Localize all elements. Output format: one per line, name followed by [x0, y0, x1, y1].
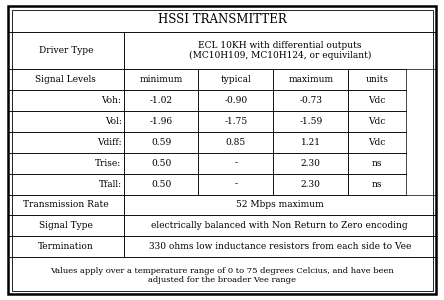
Text: Signal Type: Signal Type — [39, 221, 93, 230]
Text: maximum: maximum — [288, 75, 333, 84]
Text: Vdc: Vdc — [369, 117, 386, 126]
Text: -1.59: -1.59 — [299, 117, 322, 126]
Text: HSSI TRANSMITTER: HSSI TRANSMITTER — [158, 13, 286, 26]
Text: 0.50: 0.50 — [151, 159, 171, 168]
Text: 2.30: 2.30 — [301, 159, 321, 168]
Text: 2.30: 2.30 — [301, 179, 321, 188]
Text: 1.21: 1.21 — [301, 138, 321, 147]
Text: -0.90: -0.90 — [224, 96, 247, 105]
Text: 52 Mbps maximum: 52 Mbps maximum — [236, 200, 324, 209]
Text: electrically balanced with Non Return to Zero encoding: electrically balanced with Non Return to… — [151, 221, 408, 230]
Text: Signal Levels: Signal Levels — [36, 75, 96, 84]
Text: ns: ns — [372, 179, 382, 188]
Text: Values apply over a temperature range of 0 to 75 degrees Celcius, and have been
: Values apply over a temperature range of… — [50, 267, 394, 284]
Text: units: units — [366, 75, 388, 84]
Text: Vdc: Vdc — [369, 96, 386, 105]
Text: -: - — [234, 179, 238, 188]
Text: -1.75: -1.75 — [224, 117, 248, 126]
Text: Transmission Rate: Transmission Rate — [23, 200, 109, 209]
Text: -0.73: -0.73 — [299, 96, 322, 105]
Text: Vol:: Vol: — [105, 117, 122, 126]
Text: Vdc: Vdc — [369, 138, 386, 147]
Text: minimum: minimum — [139, 75, 182, 84]
Text: 0.50: 0.50 — [151, 179, 171, 188]
Text: Trise:: Trise: — [95, 159, 122, 168]
Text: Termination: Termination — [38, 242, 94, 251]
Text: 0.85: 0.85 — [226, 138, 246, 147]
Text: 330 ohms low inductance resistors from each side to Vee: 330 ohms low inductance resistors from e… — [149, 242, 411, 251]
Text: ECL 10KH with differential outputs
(MC10H109, MC10H124, or equivilant): ECL 10KH with differential outputs (MC10… — [189, 41, 371, 60]
Text: -1.02: -1.02 — [150, 96, 173, 105]
Text: ns: ns — [372, 159, 382, 168]
Text: Tfall:: Tfall: — [99, 179, 122, 188]
Text: Voh:: Voh: — [102, 96, 122, 105]
Text: Vdiff:: Vdiff: — [97, 138, 122, 147]
Text: Driver Type: Driver Type — [39, 46, 93, 55]
Text: 0.59: 0.59 — [151, 138, 171, 147]
Text: -: - — [234, 159, 238, 168]
Text: typical: typical — [221, 75, 251, 84]
Text: -1.96: -1.96 — [150, 117, 173, 126]
